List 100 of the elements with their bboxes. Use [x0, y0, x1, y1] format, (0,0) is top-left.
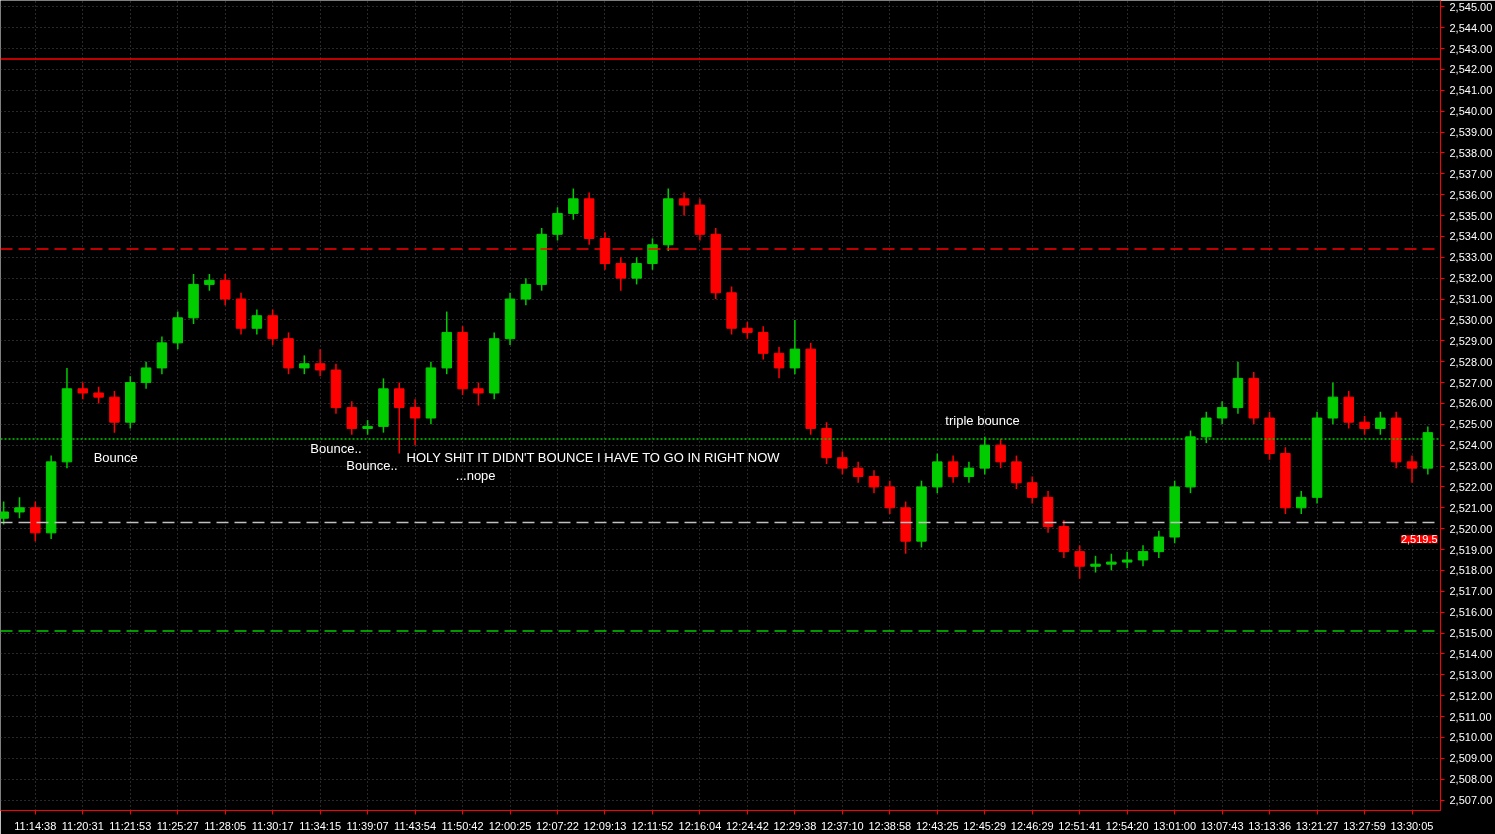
x-tick-label: 12:43:25 — [915, 819, 959, 832]
x-tick-label: 12:24:42 — [725, 819, 769, 832]
x-tick-label: 11:21:53 — [109, 819, 152, 832]
candlestick — [615, 256, 627, 292]
candlestick — [1011, 454, 1022, 490]
candlestick — [473, 381, 484, 407]
x-tick-label: 12:45:29 — [963, 819, 1007, 832]
candlestick — [520, 277, 532, 307]
x-tick-label: 11:14:38 — [14, 819, 57, 832]
candlestick — [552, 206, 563, 242]
y-tick-label: 2,521.00 — [1449, 501, 1493, 514]
annotation: ...nope — [455, 468, 496, 484]
annotation: triple bounce — [945, 412, 1020, 428]
candlestick — [0, 500, 9, 526]
y-tick-label: 2,533.00 — [1449, 251, 1493, 264]
candlestick — [314, 348, 326, 378]
x-tick-label: 13:01:00 — [1153, 819, 1197, 832]
candlestick — [678, 191, 690, 217]
candlestick — [1074, 544, 1085, 580]
y-tick-label: 2,540.00 — [1449, 105, 1493, 118]
candlestick — [409, 398, 421, 446]
x-tick-label: 12:37:10 — [820, 819, 864, 832]
x-tick-label: 12:11:52 — [631, 819, 674, 832]
candlestick — [995, 438, 1006, 469]
candlestick — [947, 454, 959, 484]
y-tick-label: 2,542.00 — [1449, 63, 1493, 76]
x-tick-label: 12:46:29 — [1010, 819, 1054, 832]
y-tick-label: 2,516.00 — [1449, 606, 1493, 619]
candlestick — [1153, 530, 1165, 559]
x-tick-label: 12:38:58 — [868, 819, 912, 832]
x-tick-label: 12:07:22 — [536, 819, 579, 832]
x-tick-label: 12:29:38 — [773, 819, 817, 832]
candlestick — [1137, 544, 1149, 567]
annotation: 2,519.5 — [1400, 533, 1438, 546]
candlestick — [568, 187, 579, 221]
candlestick — [1327, 381, 1339, 426]
candlestick — [1296, 490, 1307, 515]
x-tick-label: 13:30:05 — [1390, 819, 1434, 832]
candlestick — [789, 319, 801, 375]
y-tick-label: 2,510.00 — [1449, 731, 1493, 744]
candlestick — [647, 237, 658, 271]
y-tick-label: 2,525.00 — [1449, 418, 1493, 431]
y-tick-label: 2,528.00 — [1449, 355, 1493, 368]
y-tick-label: 2,511.00 — [1449, 710, 1492, 723]
candlestick — [1406, 454, 1418, 484]
y-tick-label: 2,512.00 — [1449, 689, 1493, 702]
x-tick-label: 12:00:25 — [488, 819, 532, 832]
candlestick — [963, 461, 975, 484]
candlestick — [394, 381, 405, 455]
candlestick — [140, 360, 152, 390]
annotation: HOLY SHIT IT DIDN'T BOUNCE I HAVE TO GO IN RIGHT NOW — [406, 449, 781, 465]
y-tick-label: 2,517.00 — [1449, 585, 1493, 598]
y-tick-label: 2,518.00 — [1449, 564, 1493, 577]
y-tick-label: 2,508.00 — [1449, 773, 1493, 786]
x-tick-label: 12:54:20 — [1105, 819, 1149, 832]
candlestick — [631, 256, 642, 286]
y-tick-label: 2,531.00 — [1449, 293, 1493, 306]
candlestick — [1375, 411, 1386, 436]
x-tick-label: 13:07:43 — [1200, 819, 1244, 832]
x-tick-label: 11:25:27 — [156, 819, 199, 832]
candlestick — [1359, 415, 1370, 436]
y-tick-label: 2,520.00 — [1449, 522, 1493, 535]
x-tick-label: 11:30:17 — [251, 819, 294, 832]
x-tick-label: 11:28:05 — [204, 819, 247, 832]
y-tick-label: 2,526.00 — [1449, 397, 1493, 410]
candlestick — [884, 479, 896, 515]
candlestick — [219, 273, 231, 307]
x-tick-label: 13:13:36 — [1248, 819, 1292, 832]
x-tick-label: 13:21:27 — [1295, 819, 1339, 832]
y-tick-label: 2,513.00 — [1449, 668, 1493, 681]
x-tick-label: 11:43:54 — [394, 819, 437, 832]
y-tick-label: 2,543.00 — [1449, 42, 1493, 55]
candlestick — [868, 469, 880, 494]
candlestick — [837, 450, 848, 476]
x-tick-label: 12:51:41 — [1058, 819, 1102, 832]
x-tick-label: 11:50:42 — [441, 819, 484, 832]
y-tick-label: 2,509.00 — [1449, 752, 1493, 765]
y-tick-label: 2,522.00 — [1449, 480, 1493, 493]
candlestick — [1026, 475, 1038, 505]
y-tick-label: 2,537.00 — [1449, 167, 1493, 180]
y-tick-label: 2,507.00 — [1449, 794, 1493, 807]
x-tick-label: 11:20:31 — [61, 819, 104, 832]
y-tick-label: 2,534.00 — [1449, 230, 1493, 243]
candlestick — [1121, 550, 1133, 570]
y-tick-label: 2,539.00 — [1449, 126, 1493, 139]
y-tick-label: 2,545.00 — [1449, 0, 1493, 13]
x-tick-label: 13:27:59 — [1343, 819, 1386, 832]
annotation: Bounce.. — [310, 440, 362, 456]
y-tick-label: 2,535.00 — [1449, 209, 1493, 222]
candlestick — [299, 354, 310, 375]
candlestick — [14, 496, 25, 519]
y-tick-label: 2,538.00 — [1449, 146, 1493, 159]
y-tick-label: 2,523.00 — [1449, 460, 1493, 473]
y-tick-label: 2,514.00 — [1449, 647, 1493, 660]
y-tick-label: 2,532.00 — [1449, 272, 1493, 285]
x-tick-label: 11:39:07 — [346, 819, 389, 832]
x-tick-label: 12:16:04 — [678, 819, 722, 832]
x-tick-label: 12:09:13 — [583, 819, 627, 832]
y-tick-label: 2,524.00 — [1449, 439, 1493, 452]
candlestick — [251, 308, 263, 336]
